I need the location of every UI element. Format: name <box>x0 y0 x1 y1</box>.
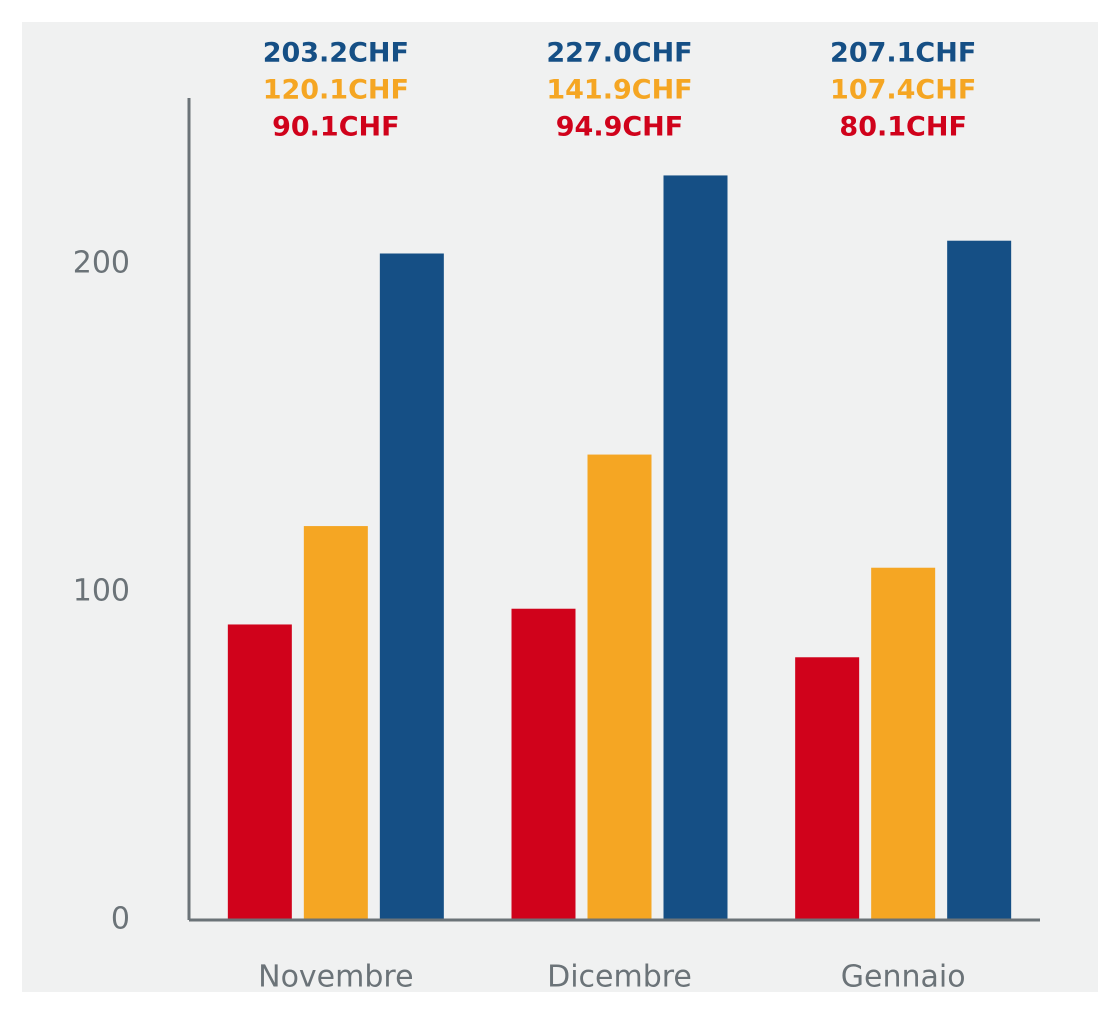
bar <box>379 253 444 920</box>
value-label: 80.1CHF <box>839 112 966 143</box>
bar <box>227 624 292 920</box>
y-tick-label: 100 <box>73 574 130 609</box>
value-label: 94.9CHF <box>556 112 683 143</box>
bar <box>663 175 728 920</box>
x-tick-label: Dicembre <box>547 960 692 995</box>
x-tick-label: Novembre <box>258 960 413 995</box>
value-label: 207.1CHF <box>830 38 976 69</box>
value-label: 227.0CHF <box>546 38 692 69</box>
value-label: 90.1CHF <box>272 112 399 143</box>
bar <box>947 240 1012 920</box>
value-label: 203.2CHF <box>263 38 409 69</box>
bar <box>587 454 652 920</box>
y-tick-label: 200 <box>73 246 130 281</box>
y-tick-label: 0 <box>111 902 130 937</box>
bar <box>511 608 576 920</box>
bar <box>303 526 368 920</box>
bar <box>871 567 936 920</box>
bar <box>795 657 860 920</box>
value-label: 141.9CHF <box>546 75 692 106</box>
value-label: 120.1CHF <box>263 75 409 106</box>
value-label: 107.4CHF <box>830 75 976 106</box>
x-tick-label: Gennaio <box>841 960 966 995</box>
